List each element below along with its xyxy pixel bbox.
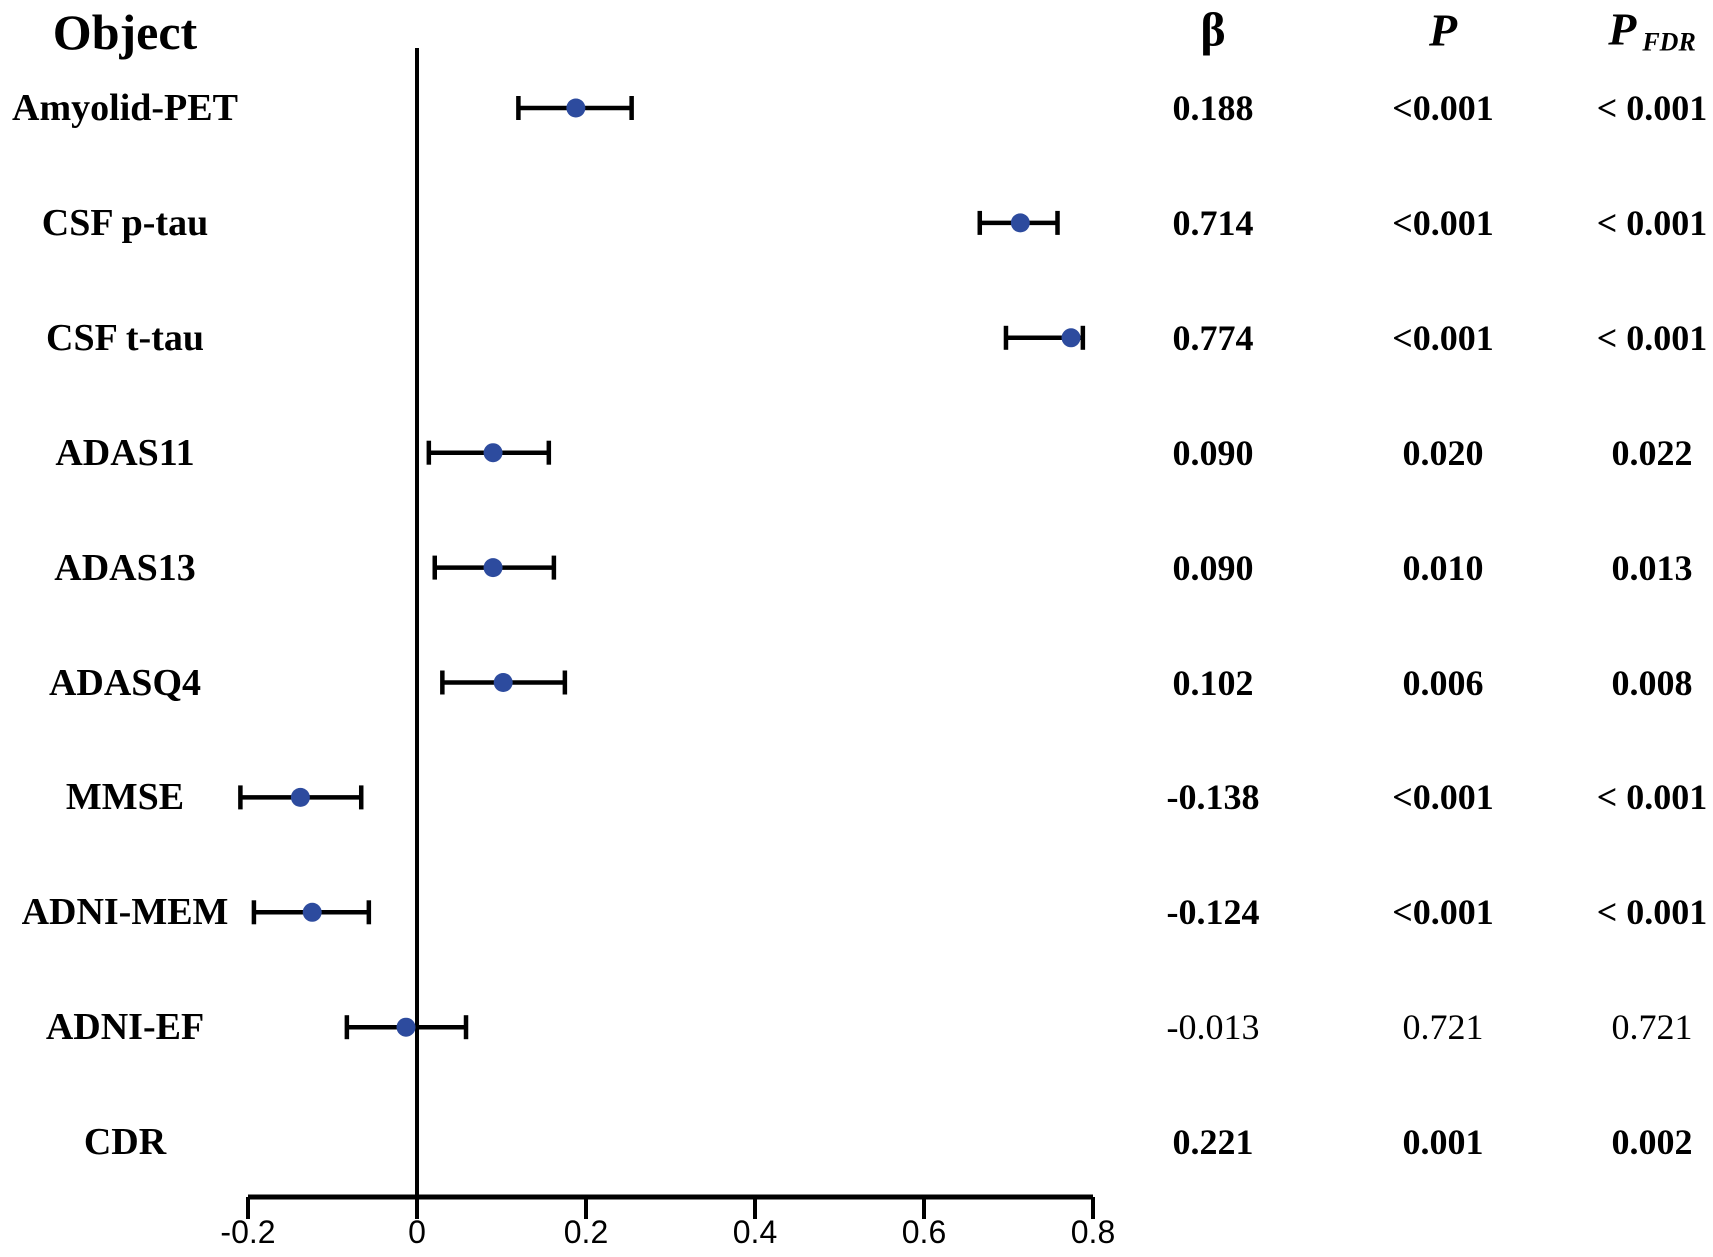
row-label: ADNI-MEM <box>21 891 229 934</box>
pfdr-column-header: P FDR <box>1608 3 1696 58</box>
p-value: <0.001 <box>1392 892 1494 933</box>
beta-value: 0.090 <box>1172 432 1254 473</box>
beta-point <box>483 558 503 578</box>
beta-point <box>302 902 322 922</box>
beta-point <box>396 1017 416 1037</box>
beta-point <box>493 673 513 692</box>
beta-point <box>290 787 310 807</box>
object-column-header: Object <box>52 4 198 60</box>
pfdr-value: < 0.001 <box>1596 88 1708 128</box>
beta-column-header: β <box>1200 3 1226 57</box>
beta-value: 0.774 <box>1172 317 1254 358</box>
p-value: <0.001 <box>1392 88 1494 128</box>
pfdr-value: 0.002 <box>1611 1122 1693 1163</box>
beta-value: -0.013 <box>1166 1007 1260 1048</box>
pfdr-header-subscript: FDR <box>1642 27 1696 57</box>
row-label: CSF p-tau <box>41 201 209 244</box>
p-value: 0.020 <box>1402 432 1484 473</box>
p-value: 0.006 <box>1402 662 1484 703</box>
row-label: ADNI-EF <box>45 1006 205 1049</box>
beta-value: 0.090 <box>1172 547 1254 588</box>
beta-value: 0.221 <box>1172 1122 1254 1163</box>
pfdr-value: < 0.001 <box>1596 317 1708 358</box>
row-label: CDR <box>83 1121 167 1164</box>
beta-value: 0.188 <box>1172 88 1254 128</box>
beta-value: 0.714 <box>1172 202 1254 243</box>
beta-value: -0.138 <box>1166 777 1260 818</box>
x-axis-tick-label: 0.4 <box>733 1214 777 1250</box>
pfdr-value: 0.022 <box>1611 432 1693 473</box>
pfdr-value: 0.008 <box>1611 662 1693 703</box>
x-axis-tick-label: 0.6 <box>902 1214 946 1250</box>
x-axis-tick-label: -0.2 <box>220 1214 275 1250</box>
p-value: <0.001 <box>1392 317 1494 358</box>
pfdr-value: < 0.001 <box>1596 777 1708 818</box>
beta-point <box>1010 213 1030 233</box>
beta-point <box>1061 328 1081 348</box>
beta-value: -0.124 <box>1166 892 1260 933</box>
x-axis-tick-label: 0 <box>408 1214 426 1250</box>
p-value: 0.001 <box>1402 1122 1484 1163</box>
x-axis-tick-label: 0.8 <box>1071 1214 1115 1250</box>
p-value: <0.001 <box>1392 202 1494 243</box>
pfdr-value: 0.721 <box>1611 1007 1693 1048</box>
p-value: <0.001 <box>1392 777 1494 818</box>
row-label: ADAS11 <box>55 431 195 474</box>
beta-value: 0.102 <box>1172 662 1254 703</box>
row-label: MMSE <box>65 776 185 819</box>
pfdr-value: < 0.001 <box>1596 202 1708 243</box>
pfdr-value: < 0.001 <box>1596 892 1708 933</box>
pfdr-header-main: P <box>1608 3 1637 55</box>
row-label: ADAS13 <box>54 546 196 589</box>
pfdr-value: 0.013 <box>1611 547 1693 588</box>
row-label: CSF t-tau <box>46 316 204 359</box>
x-axis-tick-label: 0.2 <box>564 1214 608 1250</box>
row-label: Amyolid-PET <box>12 87 238 129</box>
beta-point <box>483 443 503 463</box>
row-label: ADASQ4 <box>48 661 202 704</box>
p-column-header: P <box>1428 4 1458 56</box>
p-value: 0.010 <box>1402 547 1484 588</box>
beta-point <box>566 98 586 118</box>
p-value: 0.721 <box>1402 1007 1484 1048</box>
